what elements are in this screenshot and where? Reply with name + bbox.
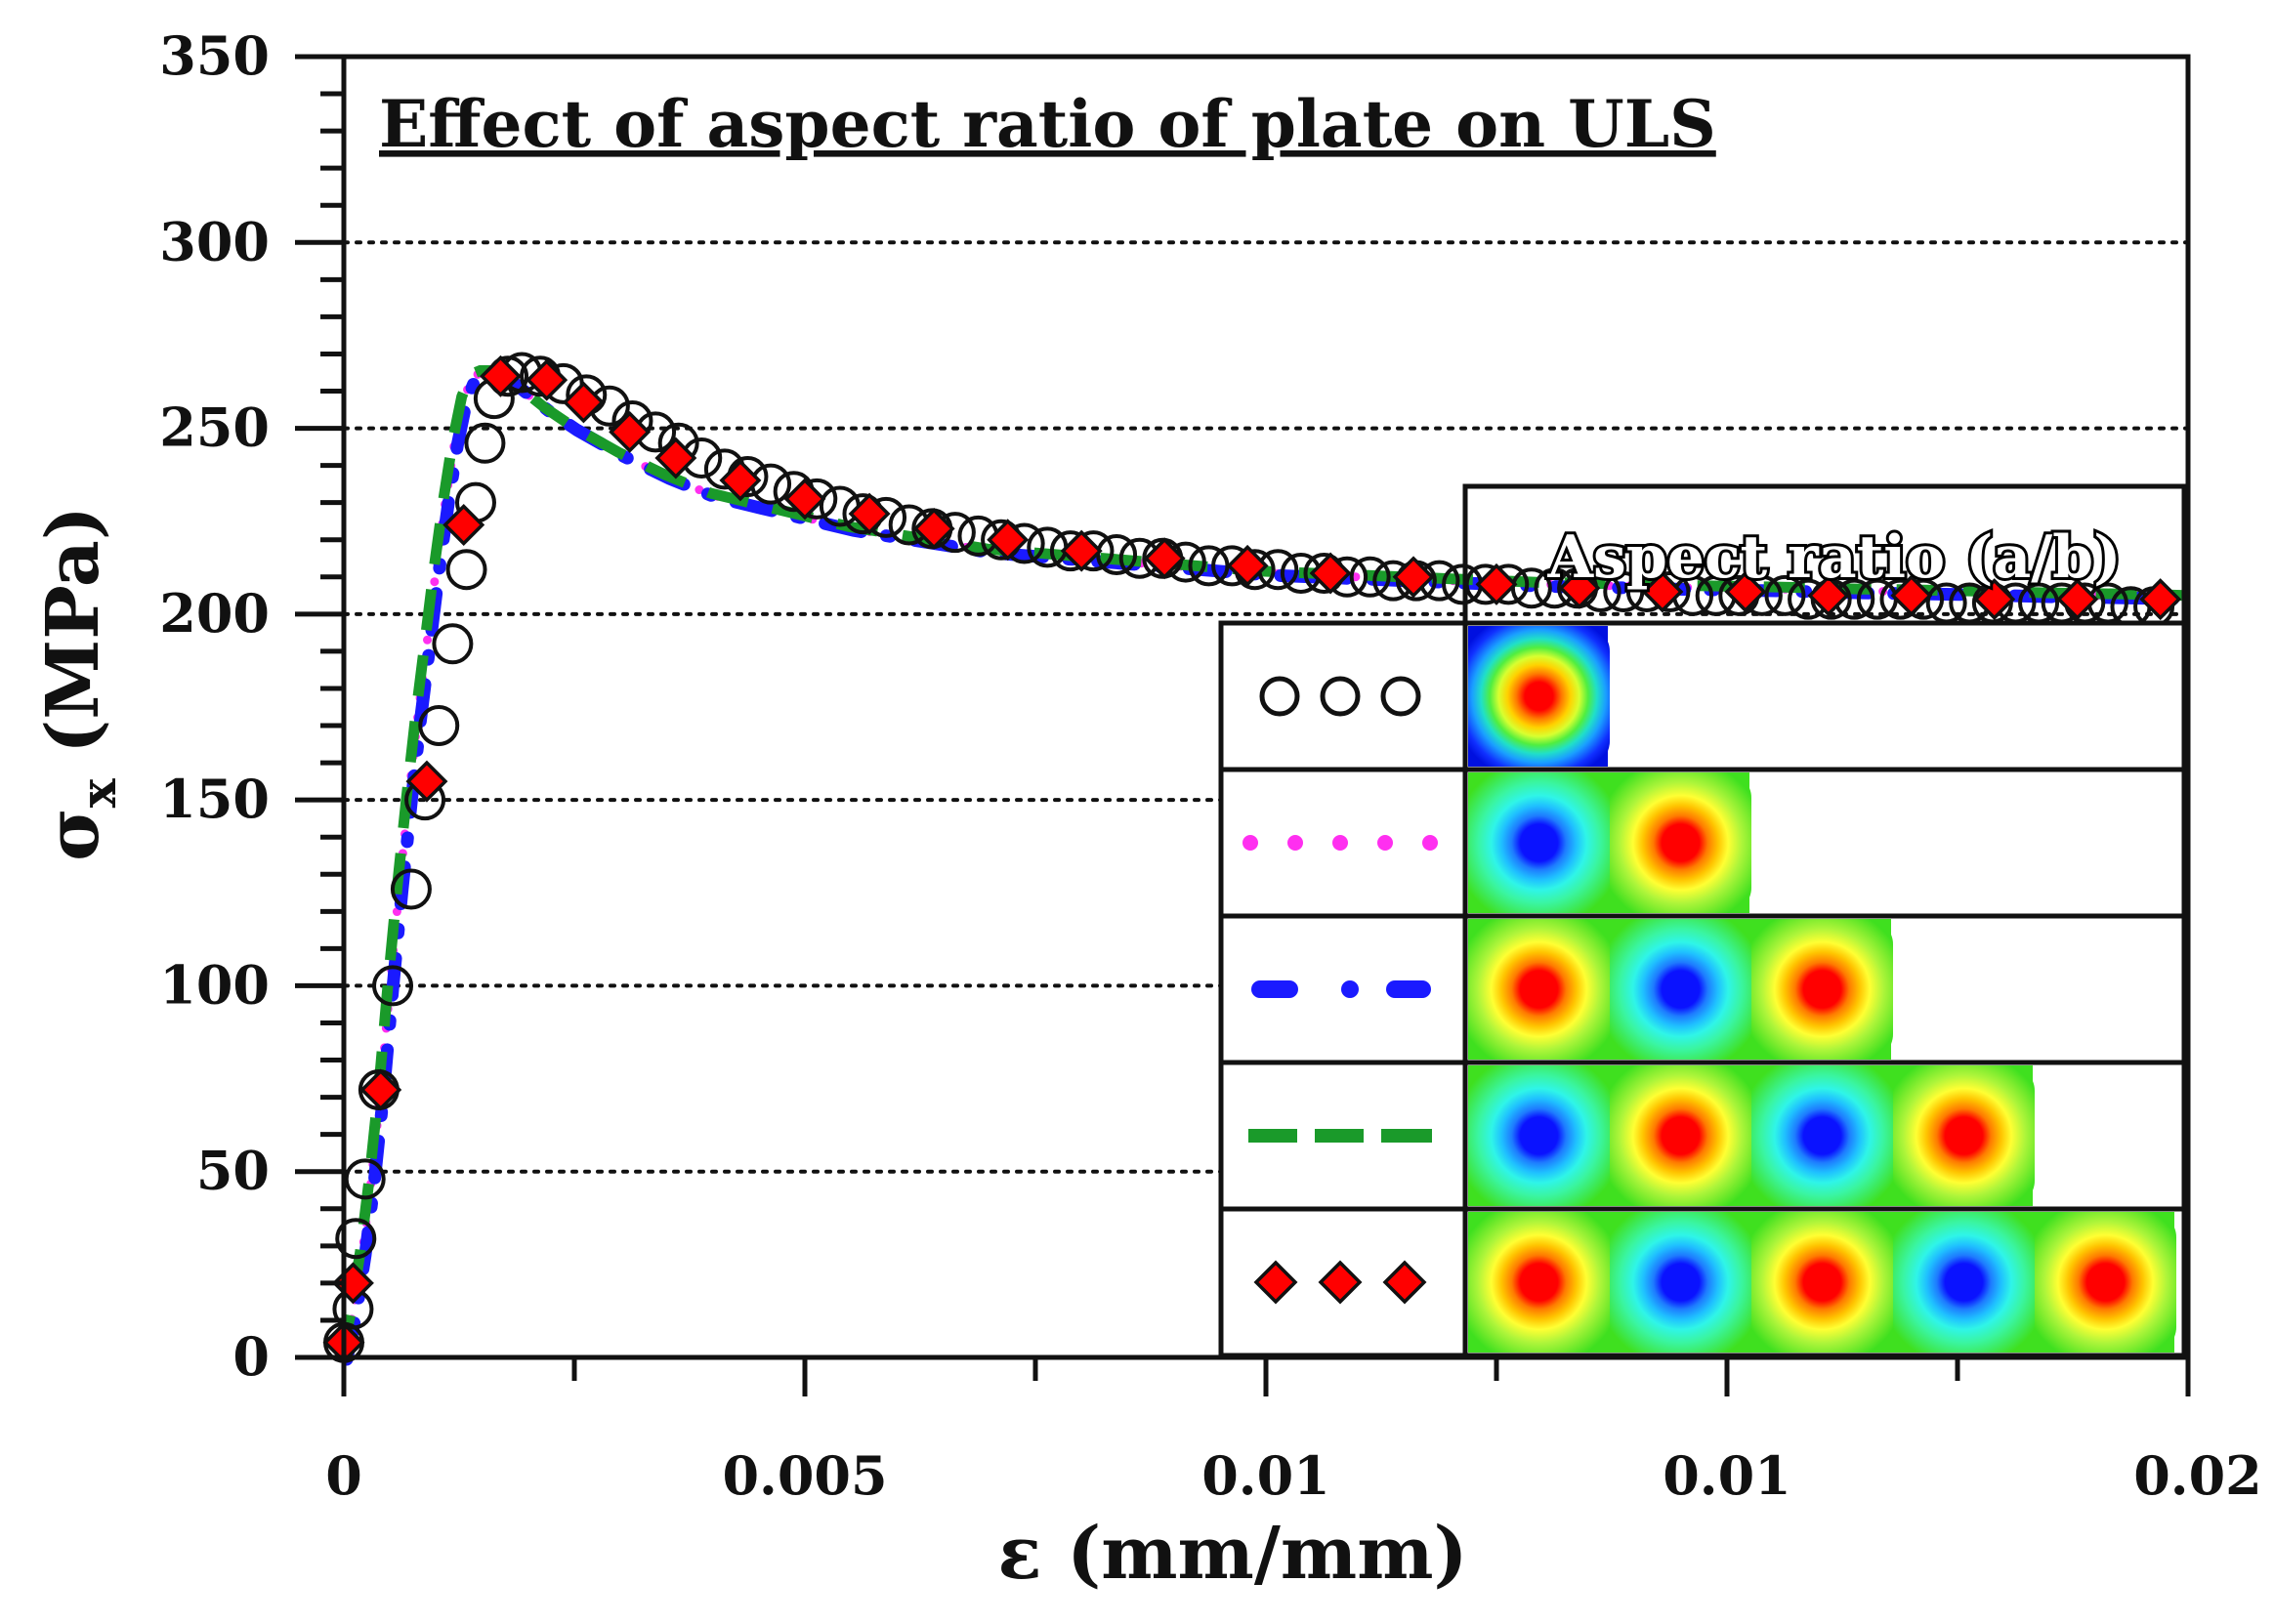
contour-lobe-red xyxy=(1468,1212,1610,1353)
y-label-subscript: x xyxy=(69,777,127,808)
contour-lobe-red xyxy=(1468,919,1610,1060)
series-diamond-marker xyxy=(480,354,522,397)
series-diamond-marker xyxy=(1226,544,1269,587)
series-diamond-marker xyxy=(1890,574,1933,617)
series-diamond-marker xyxy=(719,459,762,502)
y-label-sigma: σ xyxy=(31,808,115,861)
legend-title: Aspect ratio (a/b) xyxy=(1546,523,2121,592)
series-diamond-marker xyxy=(442,504,485,546)
series-diamond-marker xyxy=(1060,529,1103,572)
legend-dot-marker xyxy=(1341,980,1359,998)
series-circle-marker xyxy=(344,1158,386,1200)
legend-dot-marker xyxy=(1377,835,1393,851)
series-diamond-marker xyxy=(987,519,1030,562)
series-diamond-marker xyxy=(848,492,891,535)
series-diamond-marker xyxy=(654,437,697,479)
contour-lobe-red xyxy=(1468,626,1610,767)
series-diamond-marker xyxy=(1143,537,1186,580)
series-diamond-marker xyxy=(912,507,955,550)
contour-lobe-red xyxy=(1893,1065,2035,1206)
series-diamond-marker xyxy=(1558,566,1601,609)
contour-lobe-red xyxy=(1610,1065,1751,1206)
legend-dot-marker xyxy=(1422,835,1438,851)
y-tick-label: 150 xyxy=(159,768,270,830)
legend-diamond-marker xyxy=(1253,1260,1298,1305)
contour-lobe-blue xyxy=(1468,772,1610,913)
series-diamond-marker xyxy=(405,760,448,803)
y-tick-label: 300 xyxy=(159,210,270,272)
legend-diamond-marker xyxy=(1318,1260,1363,1305)
y-tick-label: 50 xyxy=(196,1140,270,1202)
contour-lobe-red xyxy=(1610,772,1751,913)
series-circle-marker xyxy=(750,463,792,505)
legend-circle-marker xyxy=(1320,676,1361,717)
y-label-unit: (MPa) xyxy=(31,506,115,754)
series-diamond-marker xyxy=(1973,578,2016,621)
series-diamond-marker xyxy=(1641,570,1684,613)
series-diamond-marker xyxy=(1724,570,1767,613)
svg-text:σx (MPa): σx (MPa) xyxy=(31,506,127,861)
legend-diamond-marker xyxy=(1382,1260,1427,1305)
series-circle-marker xyxy=(464,422,506,464)
series-diamond-marker xyxy=(526,358,568,401)
legend-circle-marker xyxy=(1259,676,1300,717)
series-diamond-marker xyxy=(783,478,826,521)
y-tick-label: 250 xyxy=(159,396,270,459)
series-circle-marker xyxy=(432,623,474,665)
x-tick-label: 0.01 xyxy=(1663,1444,1791,1507)
legend-dot-marker xyxy=(1242,835,1258,851)
series-circle-marker xyxy=(372,965,414,1007)
x-axis-label: ε (mm/mm) xyxy=(998,1512,1468,1596)
legend-dot-marker xyxy=(1332,835,1348,851)
contour-lobe-red xyxy=(1751,1212,1893,1353)
series-diamond-marker xyxy=(2056,578,2099,621)
series-diamond-marker xyxy=(2139,578,2182,621)
legend: Aspect ratio (a/b) xyxy=(1218,483,2187,1358)
y-tick-label: 350 xyxy=(159,24,270,87)
contour-lobe-blue xyxy=(1468,1065,1610,1206)
legend-dot-marker xyxy=(1287,835,1303,851)
y-tick-label: 100 xyxy=(159,953,270,1016)
series-circle-marker xyxy=(1349,556,1391,598)
series-diamond-marker xyxy=(1392,556,1435,599)
contour-lobe-blue xyxy=(1610,1212,1751,1353)
series-diamond-marker xyxy=(1807,574,1850,617)
legend-circle-marker xyxy=(1380,676,1421,717)
contour-lobe-blue xyxy=(1751,1065,1893,1206)
y-tick-label: 0 xyxy=(232,1325,270,1388)
x-tick-label: 0.01 xyxy=(1201,1444,1330,1507)
series-diamond-marker xyxy=(562,381,605,424)
x-tick-label: 0.02 xyxy=(2133,1444,2262,1507)
contour-lobe-red xyxy=(1751,919,1893,1060)
series-diamond-marker xyxy=(609,410,652,453)
legend-marker-cell xyxy=(1218,620,1468,772)
series-circle-marker xyxy=(445,549,487,591)
contour-lobe-blue xyxy=(1893,1212,2035,1353)
series-circle-marker xyxy=(390,868,432,910)
x-tick-label: 0.005 xyxy=(722,1444,887,1507)
y-axis-label: σx (MPa) xyxy=(31,506,127,861)
series-circle-marker xyxy=(418,705,460,747)
series-circle-marker xyxy=(335,1218,377,1260)
x-tick-label: 0 xyxy=(325,1444,362,1507)
contour-lobe-blue xyxy=(1610,919,1751,1060)
series-diamond-marker xyxy=(359,1068,402,1111)
series-circle-marker xyxy=(1764,574,1806,616)
series-diamond-marker xyxy=(1309,552,1352,595)
contour-lobe-red xyxy=(2035,1212,2176,1353)
series-diamond-marker xyxy=(1475,562,1518,605)
chart-title: Effect of aspect ratio of plate on ULS xyxy=(379,86,1716,162)
y-tick-label: 200 xyxy=(159,582,270,645)
